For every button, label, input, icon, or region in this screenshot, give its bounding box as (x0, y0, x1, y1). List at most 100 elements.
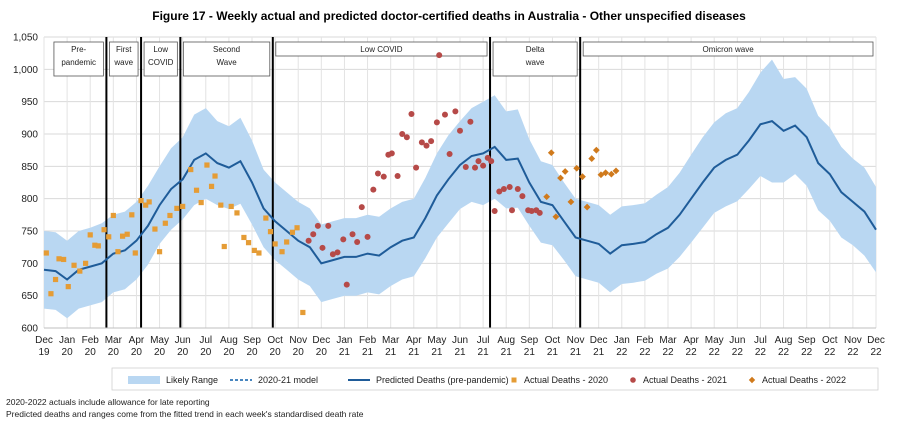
actual-2020-point (263, 215, 269, 221)
actual-2020-point (162, 220, 168, 226)
x-tick-month: Aug (497, 335, 515, 346)
x-tick-year: 22 (778, 347, 790, 358)
actual-2021-point (364, 233, 371, 240)
actual-2020-point (212, 173, 218, 179)
x-tick-year: 21 (524, 347, 536, 358)
actual-2021-point (462, 163, 469, 170)
y-tick-label: 700 (21, 259, 38, 270)
actual-2020-point (234, 210, 240, 216)
actual-2022-point (579, 173, 586, 181)
period-label-box (582, 41, 874, 57)
actual-2020-point (204, 162, 210, 168)
period-label-box (109, 41, 139, 77)
actual-2020-point (106, 234, 112, 240)
x-tick-year: 22 (801, 347, 813, 358)
x-tick-month: Sep (243, 335, 261, 346)
actual-2020-point (132, 250, 138, 256)
x-tick-year: 21 (501, 347, 513, 358)
y-tick-label: 900 (21, 130, 38, 141)
period-label: First (116, 45, 132, 54)
x-tick-year: 20 (85, 347, 97, 358)
x-tick-month: Oct (822, 335, 838, 346)
actual-2022-point (557, 174, 564, 182)
period-label: Pre- (71, 45, 86, 54)
x-tick-year: 22 (639, 347, 651, 358)
actual-2021-point (428, 138, 435, 145)
y-tick-label: 1,050 (13, 33, 38, 44)
period-label: Low COVID (360, 45, 402, 54)
x-tick-month: Dec (312, 335, 330, 346)
actual-2022-point (588, 155, 596, 162)
y-tick-label: 950 (21, 97, 38, 108)
x-tick-year: 20 (200, 347, 212, 358)
actual-2020-point (138, 198, 144, 204)
x-tick-year: 22 (870, 347, 882, 358)
legend-label: 2020-21 model (258, 375, 318, 385)
actual-2020-point (241, 234, 247, 241)
actual-2020-point (245, 240, 252, 246)
x-tick-month: Jun (175, 335, 191, 346)
x-tick-month: May (427, 335, 446, 346)
actual-2022-point (612, 167, 620, 175)
actual-2020-point (61, 256, 67, 263)
actual-2021-point (325, 222, 332, 229)
actual-2020-point (152, 226, 158, 232)
actual-2020-point (87, 232, 93, 238)
actual-2021-point (452, 108, 459, 115)
x-tick-month: Jul (754, 335, 767, 346)
x-tick-month: Oct (545, 335, 561, 346)
x-tick-year: 20 (154, 347, 166, 358)
chart-title: Figure 17 - Weekly actual and predicted … (152, 9, 746, 23)
actual-2021-point (413, 164, 420, 171)
actual-2020-point (279, 249, 285, 255)
period-label: Omicron wave (703, 45, 755, 54)
y-tick-label: 650 (21, 291, 38, 302)
actual-2020-point (95, 243, 101, 249)
actual-2020-point (92, 242, 98, 248)
x-tick-month: Apr (406, 335, 422, 346)
axis-layer: 6006507007508008509009501,0001,050Dec19J… (13, 33, 885, 359)
x-tick-year: 21 (547, 347, 559, 358)
x-tick-year: 22 (824, 347, 836, 358)
x-tick-month: Dec (867, 335, 885, 346)
actual-2021-point (358, 204, 365, 211)
legend-swatch-actual-2022 (748, 376, 756, 384)
actual-2021-point (380, 173, 387, 180)
x-tick-month: Apr (683, 335, 699, 346)
actual-2021-point (314, 222, 321, 229)
actual-2020-point (143, 202, 149, 208)
actual-2020-point (289, 229, 296, 235)
actual-2020-point (77, 268, 83, 274)
actual-2022-point (607, 170, 615, 178)
actual-2020-point (272, 241, 278, 247)
x-tick-year: 21 (478, 347, 490, 358)
actual-2022-point (543, 193, 551, 201)
actual-2021-point (514, 185, 521, 192)
actual-2020-point (221, 243, 227, 250)
actual-2021-point (488, 158, 495, 165)
actual-2021-point (399, 131, 406, 137)
actual-2020-point (110, 212, 116, 219)
actual-2021-point (349, 231, 356, 238)
actual-2020-point (256, 250, 262, 256)
legend-swatch-range (128, 376, 160, 384)
actual-2020-point (83, 260, 89, 266)
y-tick-label: 750 (21, 227, 38, 238)
x-tick-month: Oct (267, 335, 283, 346)
period-label-box (275, 41, 488, 57)
period-label: wave (525, 58, 545, 67)
legend-label: Likely Range (166, 375, 218, 385)
x-tick-year: 19 (38, 347, 50, 358)
period-label-box (53, 41, 104, 77)
x-tick-month: Feb (359, 335, 377, 346)
actual-2020-point (48, 291, 54, 297)
actual-2020-point (228, 203, 234, 210)
x-tick-month: Jul (477, 335, 490, 346)
x-tick-year: 21 (454, 347, 466, 358)
actual-2021-point (536, 209, 543, 216)
actual-2020-point (180, 203, 186, 210)
actual-2020-point (146, 199, 152, 205)
actual-2020-point (218, 202, 224, 208)
period-layer: Pre-pandemic First wave Low COVID Second Wave L… (53, 37, 874, 328)
